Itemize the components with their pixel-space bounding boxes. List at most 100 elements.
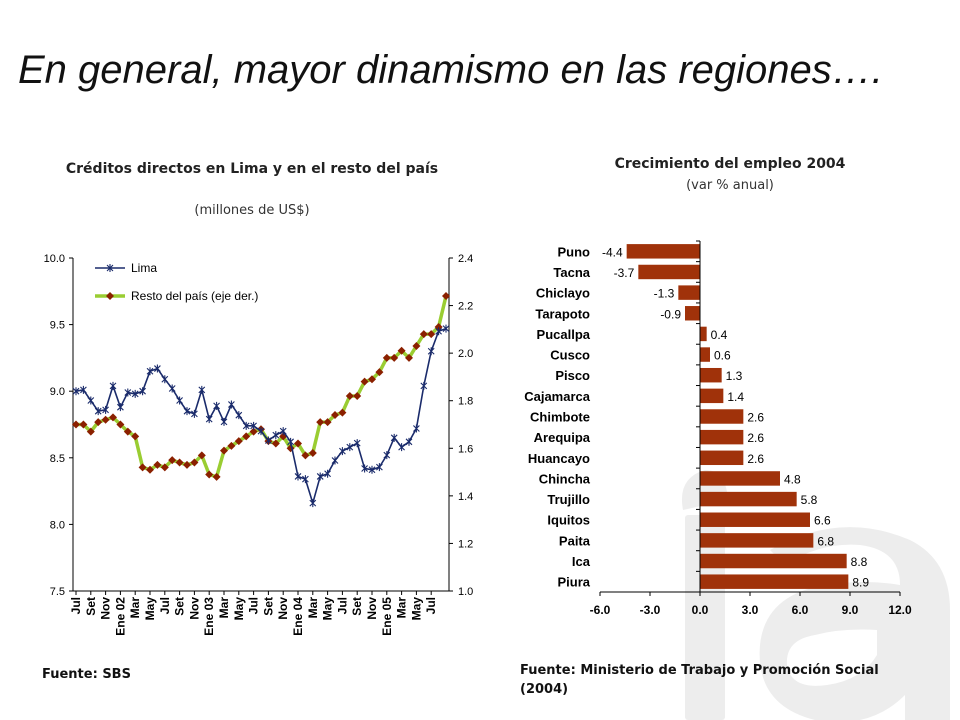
bar-value-label: -1.3	[654, 287, 675, 301]
resto-point	[220, 446, 228, 455]
x-tick-label: -6.0	[590, 603, 611, 617]
right-y-tick-label: 1.2	[458, 538, 473, 550]
resto-point	[183, 460, 191, 469]
lima-point	[398, 443, 405, 452]
resto-point	[382, 353, 391, 362]
lima-point	[154, 364, 161, 373]
x-tick-label: Nov	[187, 597, 201, 620]
resto-point	[323, 418, 332, 427]
bar	[700, 409, 744, 424]
category-label: Paita	[559, 533, 591, 548]
x-tick-label: Mar	[217, 597, 231, 619]
right-y-tick-label: 1.4	[458, 491, 473, 503]
resto-point	[72, 420, 80, 429]
bar-value-label: 0.4	[711, 328, 728, 342]
bar	[626, 244, 700, 259]
category-label: Tarapoto	[535, 306, 590, 321]
resto-point	[131, 432, 140, 441]
bar	[700, 553, 847, 569]
lima-point	[376, 463, 383, 472]
resto-point	[190, 458, 199, 467]
resto-point	[271, 439, 280, 448]
bar	[700, 326, 707, 342]
lima-point	[72, 387, 80, 396]
lima-point	[331, 456, 339, 465]
lima-point	[131, 389, 139, 398]
category-label: Iquitos	[547, 513, 590, 528]
resto-point	[331, 410, 339, 419]
x-tick-label: May	[143, 597, 157, 621]
category-label: Ica	[572, 554, 591, 569]
lima-point	[420, 381, 428, 390]
x-tick-label: Jul	[247, 597, 261, 614]
bar	[700, 388, 724, 404]
x-tick-label: Set	[84, 597, 98, 616]
lima-series-line	[75, 327, 447, 506]
lima-point	[368, 465, 376, 474]
category-label: Chimbote	[530, 410, 590, 425]
x-tick-label: Set	[173, 597, 187, 616]
lima-point	[265, 436, 272, 445]
bar	[700, 367, 722, 383]
resto-point	[79, 420, 88, 429]
category-label: Cajamarca	[524, 389, 591, 404]
bar	[700, 471, 780, 486]
lima-point	[80, 385, 87, 394]
left-chart-subtitle: (millones de US$)	[194, 203, 310, 218]
resto-point	[94, 418, 103, 427]
bar-value-label: 0.6	[714, 349, 731, 363]
resto-point	[101, 415, 110, 424]
x-tick-label: May	[232, 597, 246, 621]
right-y-tick-label: 1.6	[458, 443, 473, 455]
resto-point	[249, 427, 258, 436]
resto-point	[353, 391, 362, 400]
bar	[700, 533, 814, 548]
lima-point	[405, 437, 413, 446]
bar-value-label: 2.6	[747, 431, 764, 445]
right-y-tick-label: 2.2	[458, 301, 473, 313]
lima-point	[87, 396, 95, 405]
resto-point	[405, 353, 413, 362]
resto-point	[338, 408, 347, 417]
x-tick-label: Jul	[158, 597, 172, 614]
lima-point	[242, 421, 250, 430]
x-tick-label: Nov	[99, 597, 113, 620]
category-label: Pisco	[555, 368, 590, 383]
bar	[700, 347, 710, 362]
lima-point	[176, 396, 183, 405]
bar	[700, 491, 797, 507]
resto-point	[168, 456, 177, 465]
left-y-tick-label: 8.0	[50, 519, 65, 531]
bar	[700, 574, 849, 589]
x-tick-label: 12.0	[888, 603, 912, 617]
lima-point	[198, 385, 206, 394]
x-tick-label: May	[409, 597, 423, 621]
x-tick-label: Set	[261, 597, 275, 616]
category-label: Chincha	[539, 471, 591, 486]
x-tick-label: 6.0	[792, 603, 809, 617]
left-y-tick-label: 10.0	[44, 253, 65, 265]
right-y-tick-label: 2.4	[458, 253, 473, 265]
resto-point	[138, 463, 147, 472]
resto-point	[123, 427, 132, 436]
left-y-tick-label: 7.5	[50, 586, 65, 598]
right-y-tick-label: 2.0	[458, 348, 473, 360]
x-tick-label: Mar	[306, 597, 320, 619]
x-tick-label: Jul	[69, 597, 83, 614]
lima-point	[339, 447, 346, 456]
bar-value-label: -3.7	[614, 266, 635, 280]
resto-point	[109, 413, 117, 422]
resto-point	[301, 451, 310, 460]
category-label: Pucallpa	[537, 327, 591, 342]
lima-point	[435, 327, 442, 336]
x-tick-label: Nov	[276, 597, 290, 620]
left-chart-source: Fuente: SBS	[42, 667, 131, 682]
resto-point	[205, 470, 214, 479]
lima-point	[361, 464, 368, 473]
lima-point	[302, 475, 309, 484]
resto-point	[397, 346, 406, 355]
lima-point	[390, 433, 398, 442]
resto-point	[375, 368, 384, 377]
x-tick-label: Jul	[335, 597, 349, 614]
lima-point	[294, 472, 302, 481]
